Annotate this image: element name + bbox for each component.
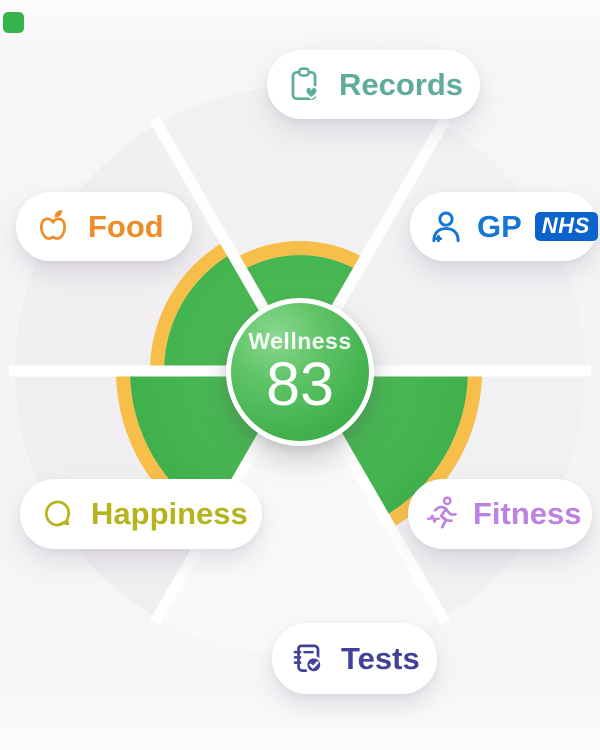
wellness-score: 83	[266, 350, 334, 419]
wedge-tests[interactable]	[157, 371, 443, 656]
pill-food[interactable]: Food	[16, 192, 192, 261]
document-check-icon	[293, 643, 323, 674]
runner-icon	[426, 496, 457, 529]
wellness-label: Wellness	[248, 327, 352, 354]
pill-food-label: Food	[88, 208, 164, 244]
pill-happiness-label: Happiness	[91, 496, 248, 531]
pill-records[interactable]: Records	[267, 50, 480, 119]
pill-gp-label: GP	[477, 208, 522, 244]
pill-fitness-label: Fitness	[473, 496, 582, 531]
score-ring-fitness	[384, 371, 482, 529]
wedge-records[interactable]	[157, 86, 443, 372]
pill-tests-label: Tests	[341, 640, 420, 676]
apple-icon	[40, 209, 66, 240]
score-ring-food	[150, 241, 232, 371]
pill-fitness[interactable]: Fitness	[408, 479, 592, 549]
pill-tests[interactable]: Tests	[272, 623, 437, 694]
clipboard-heart-icon	[291, 66, 319, 100]
nhs-badge: NHS	[534, 212, 598, 241]
pill-gp[interactable]: GP NHS	[410, 192, 598, 261]
person-plus-icon	[432, 211, 460, 242]
pill-happiness[interactable]: Happiness	[20, 479, 262, 549]
score-ring-records	[235, 240, 365, 271]
wellness-score-disc[interactable]: Wellness 83	[226, 298, 374, 446]
head-profile-icon	[44, 500, 71, 527]
pill-records-label: Records	[339, 66, 464, 102]
corner-accent	[3, 12, 24, 33]
